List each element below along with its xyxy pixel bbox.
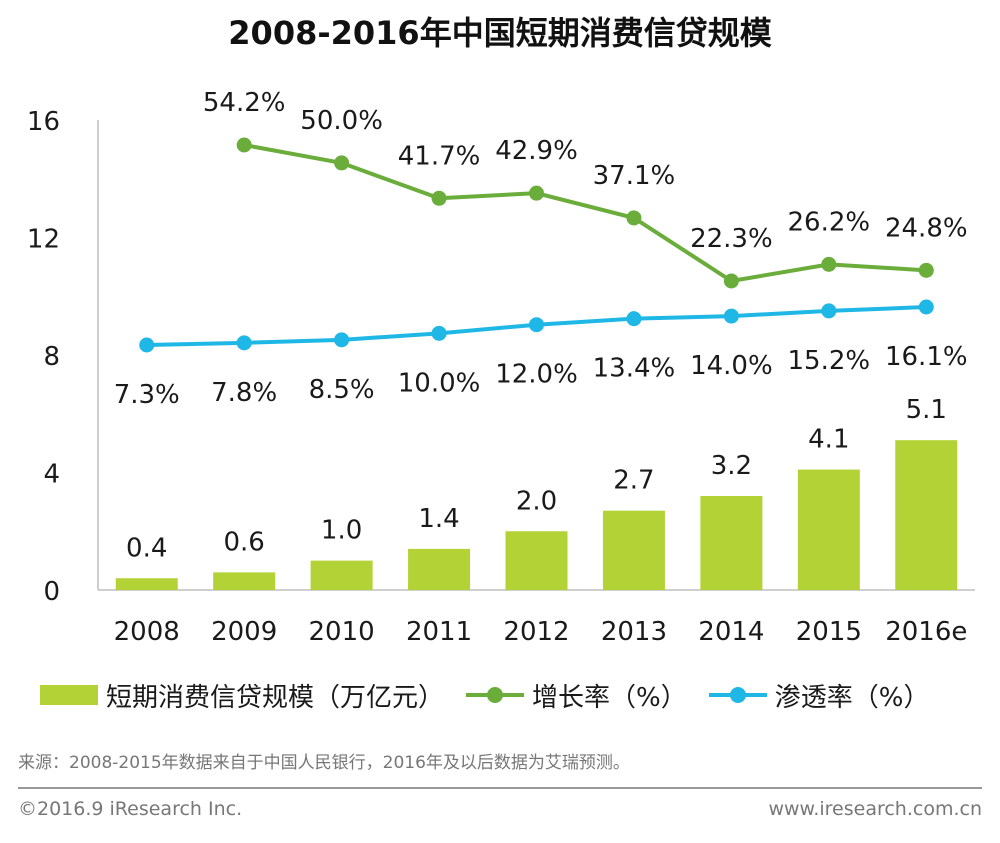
x-tick-label: 2008 bbox=[114, 617, 180, 647]
penetration-point bbox=[431, 325, 447, 341]
y-tick-label: 16 bbox=[27, 107, 60, 137]
penetration-data-label: 10.0% bbox=[398, 368, 481, 398]
growth-point bbox=[723, 273, 739, 289]
bar-data-label: 1.4 bbox=[418, 504, 459, 534]
penetration-point bbox=[529, 317, 544, 333]
bar-data-label: 4.1 bbox=[808, 425, 849, 455]
penetration-point bbox=[821, 303, 837, 319]
x-tick-label: 2009 bbox=[211, 617, 277, 647]
penetration-point bbox=[236, 335, 252, 351]
x-tick-label: 2012 bbox=[503, 617, 569, 647]
bar bbox=[115, 578, 178, 590]
bar-data-label: 3.2 bbox=[711, 451, 752, 481]
bar bbox=[602, 510, 665, 590]
bar bbox=[213, 572, 276, 590]
bar-data-label: 0.4 bbox=[126, 533, 167, 563]
legend-label-growth: 增长率（%） bbox=[532, 682, 687, 713]
penetration-data-label: 8.5% bbox=[309, 375, 375, 405]
legend: 短期消费信贷规模（万亿元） 增长率（%） 渗透率（%） bbox=[40, 675, 980, 715]
penetration-data-label: 12.0% bbox=[495, 360, 578, 390]
website-link[interactable]: www.iresearch.com.cn bbox=[768, 798, 982, 820]
source-note: 来源：2008-2015年数据来自于中国人民银行，2016年及以后数据为艾瑞预测… bbox=[18, 753, 630, 773]
legend-swatch-growth bbox=[466, 685, 525, 705]
growth-point bbox=[918, 262, 934, 278]
penetration-point bbox=[334, 332, 350, 348]
y-tick-label: 0 bbox=[43, 577, 60, 607]
growth-point bbox=[821, 256, 837, 272]
bar-data-label: 0.6 bbox=[223, 527, 264, 557]
penetration-point bbox=[723, 308, 739, 324]
legend-label-penetration: 渗透率（%） bbox=[774, 682, 930, 713]
growth-point bbox=[529, 185, 544, 201]
legend-item-penetration: 渗透率（%） bbox=[708, 677, 930, 714]
bar-data-label: 1.0 bbox=[321, 516, 362, 546]
growth-point bbox=[236, 137, 252, 153]
penetration-data-label: 15.2% bbox=[788, 346, 871, 376]
penetration-point bbox=[918, 299, 934, 315]
x-tick-label: 2016e bbox=[885, 617, 967, 647]
penetration-data-label: 14.0% bbox=[690, 351, 773, 381]
x-tick-label: 2010 bbox=[309, 617, 375, 647]
growth-data-label: 22.3% bbox=[690, 224, 773, 254]
bar bbox=[797, 469, 860, 590]
x-tick-label: 2015 bbox=[796, 617, 862, 647]
y-tick-label: 8 bbox=[43, 342, 60, 372]
growth-data-label: 50.0% bbox=[300, 106, 383, 136]
legend-item-growth: 增长率（%） bbox=[466, 677, 687, 714]
bar bbox=[895, 440, 958, 590]
legend-item-scale: 短期消费信贷规模（万亿元） bbox=[40, 677, 444, 714]
chart-svg: 0 4 8 12 16 2008 2009 2010 2011 2012 2013 2014 2015 2… bbox=[27, 88, 975, 647]
growth-point bbox=[431, 190, 447, 206]
copyright: ©2016.9 iResearch Inc. bbox=[18, 798, 243, 820]
bar-data-label: 2.0 bbox=[516, 486, 557, 516]
legend-swatch-penetration bbox=[708, 685, 767, 705]
x-tick-label: 2011 bbox=[406, 617, 472, 647]
y-tick-label: 12 bbox=[27, 225, 60, 255]
series-line-growth bbox=[243, 143, 927, 284]
growth-point bbox=[626, 210, 642, 226]
chart-title: 2008-2016年中国短期消费信贷规模 bbox=[228, 14, 772, 52]
penetration-point bbox=[626, 311, 642, 327]
growth-data-label: 42.9% bbox=[495, 136, 578, 166]
bar-data-label: 2.7 bbox=[613, 466, 654, 496]
growth-data-label: 54.2% bbox=[203, 88, 286, 118]
bar bbox=[700, 496, 763, 590]
legend-label-scale: 短期消费信贷规模（万亿元） bbox=[106, 682, 445, 713]
penetration-data-label: 7.8% bbox=[211, 378, 277, 408]
bar-data-label: 5.1 bbox=[906, 395, 947, 425]
footer-divider bbox=[18, 787, 982, 789]
growth-data-label: 26.2% bbox=[788, 207, 871, 237]
x-tick-label: 2013 bbox=[601, 617, 667, 647]
y-tick-label: 4 bbox=[43, 460, 60, 490]
x-tick-label: 2014 bbox=[698, 617, 764, 647]
penetration-point bbox=[139, 337, 155, 353]
growth-point bbox=[334, 155, 350, 171]
penetration-data-label: 13.4% bbox=[593, 354, 676, 384]
bar bbox=[408, 548, 471, 590]
bar bbox=[505, 531, 568, 590]
penetration-data-label: 16.1% bbox=[885, 342, 968, 372]
penetration-data-label: 7.3% bbox=[114, 380, 180, 410]
legend-swatch-bar bbox=[40, 685, 98, 705]
bar bbox=[310, 560, 373, 590]
growth-data-label: 37.1% bbox=[593, 161, 676, 191]
growth-data-label: 24.8% bbox=[885, 213, 968, 243]
growth-data-label: 41.7% bbox=[398, 141, 481, 171]
